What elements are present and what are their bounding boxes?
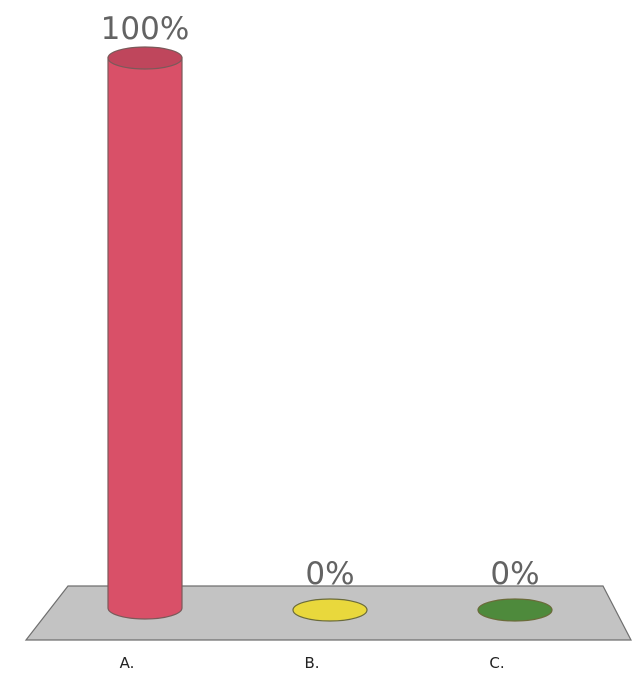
bar-3 bbox=[477, 598, 553, 622]
value-label-2: 0% bbox=[305, 556, 354, 592]
category-label-1: A. bbox=[120, 654, 135, 672]
bar-1-body bbox=[107, 57, 183, 620]
labels-layer: 100% A. 0% B. 0% C. bbox=[101, 11, 540, 672]
bar-2 bbox=[292, 598, 368, 622]
bars-layer bbox=[107, 46, 553, 622]
bar-1-top bbox=[107, 46, 183, 70]
value-label-1: 100% bbox=[101, 11, 190, 47]
bar-3-disc bbox=[477, 598, 553, 622]
bar-1 bbox=[107, 46, 183, 620]
category-label-3: C. bbox=[489, 654, 504, 672]
category-label-2: B. bbox=[304, 654, 319, 672]
value-label-3: 0% bbox=[490, 556, 539, 592]
bar-2-disc bbox=[292, 598, 368, 622]
